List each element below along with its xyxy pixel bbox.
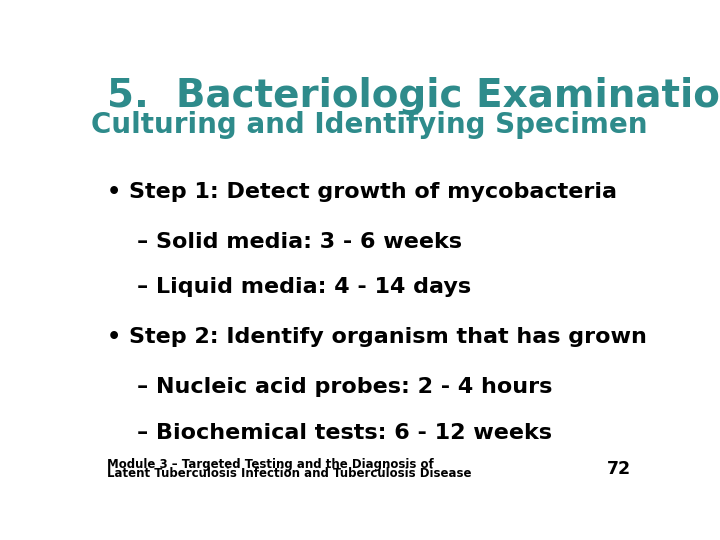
Text: Culturing and Identifying Specimen: Culturing and Identifying Specimen: [91, 111, 647, 139]
Text: •: •: [107, 181, 121, 201]
Text: Step 2: Identify organism that has grown: Step 2: Identify organism that has grown: [129, 327, 647, 347]
Text: Module 3 – Targeted Testing and the Diagnosis of: Module 3 – Targeted Testing and the Diag…: [107, 458, 433, 471]
Text: Latent Tuberculosis Infection and Tuberculosis Disease: Latent Tuberculosis Infection and Tuberc…: [107, 467, 472, 480]
Text: 5.  Bacteriologic Examination (15): 5. Bacteriologic Examination (15): [107, 77, 720, 115]
Text: 72: 72: [607, 460, 631, 478]
Text: – Biochemical tests: 6 - 12 weeks: – Biochemical tests: 6 - 12 weeks: [138, 423, 552, 443]
Text: – Nucleic acid probes: 2 - 4 hours: – Nucleic acid probes: 2 - 4 hours: [138, 377, 553, 397]
Text: Step 1: Detect growth of mycobacteria: Step 1: Detect growth of mycobacteria: [129, 181, 617, 201]
Text: •: •: [107, 327, 121, 347]
Text: – Liquid media: 4 - 14 days: – Liquid media: 4 - 14 days: [138, 277, 472, 297]
Text: – Solid media: 3 - 6 weeks: – Solid media: 3 - 6 weeks: [138, 232, 462, 252]
